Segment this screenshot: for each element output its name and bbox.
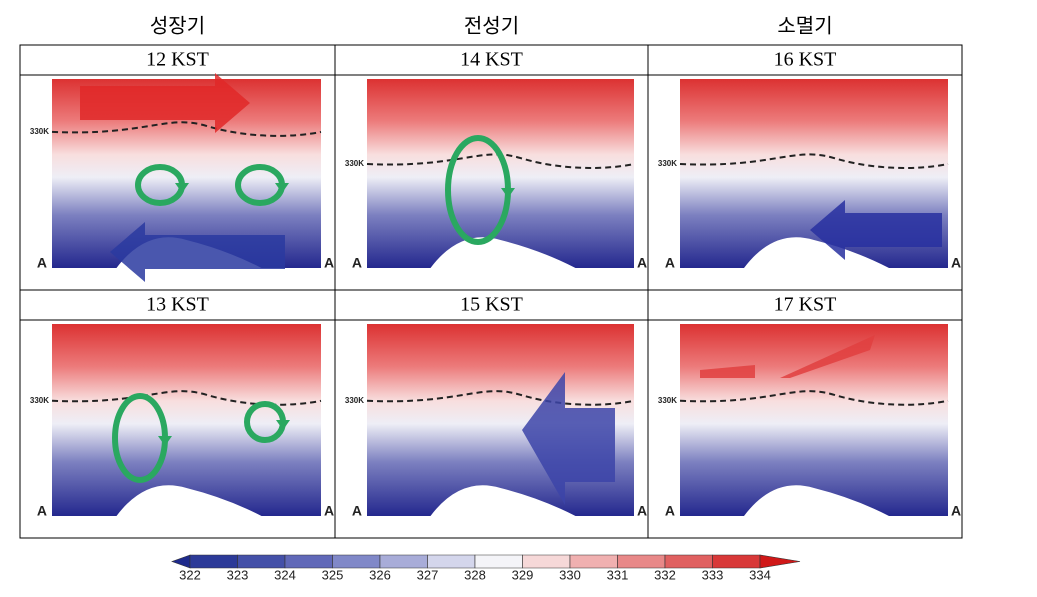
section-end: A	[324, 503, 334, 519]
isentrope-label: 330K	[658, 396, 677, 405]
colorbar-segment	[759, 554, 801, 569]
isentrope-label: 330K	[345, 159, 364, 168]
theta-field	[367, 79, 634, 268]
section-end: A	[951, 503, 961, 519]
section-end: A	[637, 255, 647, 271]
overlay-arrow	[522, 372, 615, 505]
colorbar-segment	[664, 554, 713, 569]
colorbar-segment	[189, 554, 238, 569]
colorbar-segment	[712, 554, 761, 569]
terrain	[744, 485, 889, 516]
table-border	[19, 44, 963, 539]
terrain	[744, 237, 889, 268]
colorbar-label: 328	[464, 567, 486, 582]
isentrope-330k	[679, 390, 949, 406]
colorbar-segment	[474, 554, 523, 569]
circulation-head	[275, 183, 289, 193]
colorbar-segment	[284, 554, 333, 569]
colorbar-label: 327	[417, 567, 439, 582]
terrain	[116, 485, 262, 516]
overlay-arrow	[80, 73, 250, 133]
circulation-head	[175, 183, 189, 193]
isentrope-label: 330K	[345, 396, 364, 405]
isentrope-330k	[51, 121, 322, 137]
panel-title: 17 KST	[774, 294, 837, 316]
colorbar-segment	[522, 554, 571, 569]
overlay-arrow	[110, 222, 285, 282]
colorbar-label: 331	[607, 567, 629, 582]
colorbar-label: 325	[322, 567, 344, 582]
cross-section: 330K A A	[30, 324, 334, 519]
section-end: A	[324, 255, 334, 271]
section-start: A	[352, 503, 362, 519]
colorbar-segment	[569, 554, 618, 569]
isentrope-label: 330K	[658, 159, 677, 168]
colorbar-segment	[617, 554, 666, 569]
colorbar-label: 322	[179, 567, 201, 582]
column-header: 소멸기	[777, 15, 832, 38]
section-start: A	[665, 255, 675, 271]
cross-section: 330K A A	[30, 73, 334, 282]
circulation-head	[276, 420, 290, 430]
theta-field	[680, 324, 948, 516]
isentrope-label: 330K	[30, 127, 49, 136]
colorbar-label: 329	[512, 567, 534, 582]
cross-section: 330K A A	[658, 79, 961, 271]
circulation-head	[158, 436, 172, 446]
section-start: A	[37, 255, 47, 271]
column-header: 전성기	[464, 15, 519, 38]
colorbar-segment	[237, 554, 286, 569]
isentrope-label: 330K	[30, 396, 49, 405]
colorbar-label: 334	[749, 567, 771, 582]
overlay-arrow	[700, 365, 755, 378]
isentrope-330k	[679, 153, 949, 169]
colorbar-label: 333	[702, 567, 724, 582]
colorbar-segment	[379, 554, 428, 569]
isentrope-330k	[366, 390, 635, 406]
colorbar-segment	[427, 554, 476, 569]
overlay-arrow	[780, 335, 875, 378]
cross-section: 330K A A	[658, 324, 961, 519]
colorbar-label: 323	[227, 567, 249, 582]
isentrope-330k	[51, 390, 322, 406]
cross-section: 330K A A	[345, 79, 647, 271]
colorbar-label: 324	[274, 567, 296, 582]
panel-title: 13 KST	[146, 294, 209, 316]
panel-title: 15 KST	[460, 294, 523, 316]
terrain	[430, 485, 576, 516]
colorbar-label: 326	[369, 567, 391, 582]
panel-title: 12 KST	[146, 49, 209, 71]
section-end: A	[951, 255, 961, 271]
circulation-head	[501, 188, 515, 198]
column-header: 성장기	[150, 15, 205, 38]
section-start: A	[352, 255, 362, 271]
section-end: A	[637, 503, 647, 519]
colorbar-label: 330	[559, 567, 581, 582]
colorbar-segment	[332, 554, 381, 569]
section-start: A	[37, 503, 47, 519]
section-start: A	[665, 503, 675, 519]
panel-title: 14 KST	[460, 49, 523, 71]
colorbar-label: 332	[654, 567, 676, 582]
panel-title: 16 KST	[774, 49, 837, 71]
colorbar-segment	[171, 554, 191, 569]
terrain	[430, 237, 576, 268]
overlay-arrow	[810, 200, 942, 260]
isentrope-330k	[366, 153, 635, 169]
cross-section: 330K A A	[345, 324, 647, 519]
